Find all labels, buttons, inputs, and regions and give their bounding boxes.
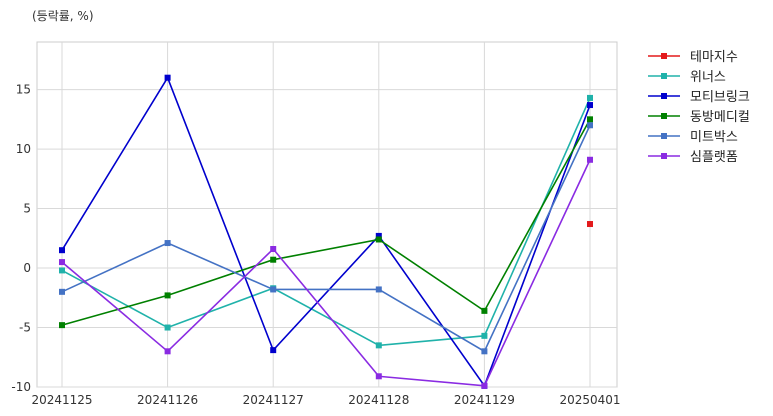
grid-lines — [37, 42, 617, 388]
y-tick-label: 15 — [16, 83, 31, 97]
y-tick-label: 5 — [23, 202, 31, 216]
data-point — [375, 342, 382, 349]
x-tick-label: 20241129 — [454, 393, 515, 407]
legend-marker — [661, 53, 667, 59]
data-point — [59, 288, 65, 295]
series-line — [61, 124, 591, 353]
legend-marker — [661, 153, 667, 159]
y-axis-ticks: -10 -5 0 5 10 15 — [11, 83, 31, 394]
data-point — [587, 94, 593, 101]
series-line — [61, 118, 591, 326]
data-point — [481, 382, 488, 389]
data-point — [587, 122, 593, 129]
legend-label: 모티브링크 — [690, 90, 750, 105]
data-point — [164, 292, 171, 299]
series-group — [59, 116, 593, 329]
legend-item: 동방메디컬 — [648, 110, 750, 125]
data-point — [164, 324, 171, 331]
y-tick-label: -5 — [19, 321, 31, 335]
data-point — [270, 246, 277, 252]
series-layer — [59, 74, 593, 389]
y-tick-label: 0 — [23, 261, 31, 275]
y-tick-label: -10 — [11, 380, 31, 394]
series-group — [587, 221, 593, 228]
series-group — [59, 156, 593, 389]
x-tick-label: 20241125 — [31, 393, 92, 407]
data-point — [375, 286, 382, 293]
legend-label: 위너스 — [690, 70, 726, 85]
legend-item: 미트박스 — [648, 130, 738, 145]
data-point — [59, 267, 65, 274]
data-point — [587, 221, 593, 228]
data-point — [587, 116, 593, 123]
data-point — [481, 348, 488, 355]
legend-label: 동방메디컬 — [690, 110, 750, 125]
y-tick-label: 10 — [16, 142, 31, 156]
legend-item: 모티브링크 — [648, 90, 750, 105]
legend-marker — [661, 133, 667, 139]
data-point — [164, 240, 171, 247]
data-point — [481, 332, 488, 339]
data-point — [270, 286, 277, 293]
x-tick-label: 20241128 — [348, 393, 409, 407]
data-point — [270, 256, 277, 263]
x-tick-label: 20241126 — [137, 393, 198, 407]
data-point — [587, 102, 593, 109]
x-tick-label: 20250401 — [559, 393, 620, 407]
legend-item: 위너스 — [648, 70, 726, 85]
data-point — [59, 259, 65, 266]
data-point — [587, 156, 593, 163]
data-point — [59, 247, 65, 254]
plot-area — [36, 41, 618, 388]
series-line — [61, 159, 591, 387]
legend-marker — [661, 73, 667, 79]
data-point — [164, 348, 171, 355]
data-point — [270, 347, 277, 354]
x-axis-ticks: 20241125 20241126 20241127 20241128 20241129… — [31, 393, 620, 407]
data-point — [375, 236, 382, 243]
data-point — [375, 232, 382, 239]
data-point — [481, 307, 488, 314]
data-point — [59, 322, 65, 329]
legend-item: 테마지수 — [648, 50, 738, 65]
unit-label: (등락률, %) — [32, 9, 94, 23]
series-line — [61, 75, 591, 388]
legend-marker — [661, 93, 667, 99]
x-tick-label: 20241127 — [243, 393, 304, 407]
legend-label: 미트박스 — [690, 130, 738, 145]
legend-marker — [661, 113, 667, 119]
data-point — [375, 373, 382, 380]
legend-label: 테마지수 — [690, 50, 738, 65]
legend-item: 심플랫폼 — [648, 150, 738, 165]
series-line — [61, 97, 591, 347]
data-point — [164, 74, 171, 81]
legend-label: 심플랫폼 — [690, 150, 738, 165]
series-group — [59, 122, 593, 355]
series-group — [59, 74, 593, 389]
